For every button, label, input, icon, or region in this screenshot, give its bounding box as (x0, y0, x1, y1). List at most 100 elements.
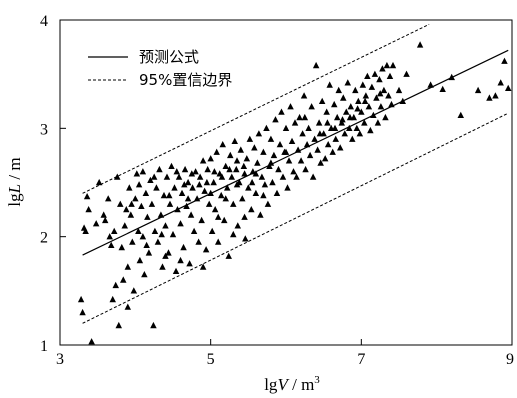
data-point (204, 165, 211, 173)
data-point (129, 238, 136, 245)
data-point (150, 173, 158, 180)
data-point (195, 238, 202, 245)
data-point (100, 211, 107, 218)
data-point (347, 103, 354, 110)
data-point (448, 73, 455, 81)
data-point (222, 195, 229, 202)
data-point (324, 141, 332, 148)
data-point (139, 168, 147, 175)
data-point (207, 155, 214, 162)
data-point (106, 233, 113, 240)
data-point (132, 195, 139, 202)
data-point (331, 124, 339, 131)
data-point (162, 222, 169, 229)
data-point (324, 119, 331, 126)
data-point (380, 86, 388, 94)
x-tick-label: 7 (357, 351, 365, 368)
data-point (245, 184, 252, 191)
data-point (201, 187, 208, 194)
data-point (358, 108, 365, 115)
y-tick-label: 4 (40, 13, 48, 30)
data-point (386, 72, 394, 79)
data-point (364, 72, 371, 79)
data-point (337, 144, 344, 151)
data-point (308, 103, 315, 110)
data-point (109, 295, 116, 303)
data-point (102, 216, 109, 224)
data-point (138, 202, 145, 209)
data-point (181, 165, 189, 173)
data-point (260, 148, 267, 155)
data-point (264, 200, 272, 207)
data-point (207, 189, 214, 196)
data-point (233, 165, 240, 173)
data-point (234, 222, 241, 229)
data-point (95, 178, 103, 186)
data-point (486, 94, 493, 101)
data-point (172, 267, 180, 274)
data-point (300, 92, 308, 99)
data-point (227, 151, 234, 159)
data-point (228, 173, 235, 180)
y-tick-label: 2 (40, 230, 48, 247)
data-point (269, 178, 276, 186)
data-point (370, 111, 377, 118)
data-point (246, 135, 254, 142)
data-point (367, 126, 374, 134)
data-point (457, 111, 464, 118)
data-point (331, 100, 338, 108)
data-point (249, 168, 257, 175)
data-point (329, 148, 336, 155)
data-point (287, 103, 294, 110)
data-point (321, 155, 329, 162)
data-point (135, 227, 142, 234)
data-point (376, 90, 384, 97)
data-point (248, 206, 255, 213)
data-point (187, 211, 195, 218)
data-point (83, 193, 91, 200)
x-tick-label: 5 (207, 351, 215, 368)
data-point (267, 135, 275, 142)
data-point (368, 83, 376, 90)
data-point (403, 70, 410, 77)
data-point (203, 178, 211, 186)
data-point (382, 113, 389, 121)
data-point (171, 184, 178, 191)
data-point (208, 227, 216, 234)
data-point (123, 206, 130, 213)
data-point (241, 170, 248, 177)
data-point (299, 130, 306, 137)
data-point (474, 86, 482, 94)
data-point (166, 200, 174, 207)
data-point (193, 195, 201, 202)
data-point (260, 191, 267, 199)
data-point (341, 130, 348, 137)
data-point (85, 206, 92, 213)
data-point (276, 141, 284, 148)
data-points (77, 41, 512, 345)
data-point (505, 84, 512, 91)
data-point (147, 176, 154, 183)
data-point (294, 146, 302, 153)
data-point (226, 165, 233, 173)
data-point (309, 173, 317, 180)
x-tick-label: 3 (56, 351, 64, 368)
data-point (257, 211, 264, 218)
data-point (258, 173, 266, 180)
data-point (189, 184, 196, 191)
data-point (105, 195, 112, 202)
data-point (346, 124, 353, 131)
data-point (362, 92, 370, 99)
data-point (108, 241, 115, 248)
data-point (301, 113, 309, 121)
data-point (388, 100, 395, 108)
data-point (174, 206, 181, 213)
fit-lines (82, 23, 509, 324)
data-point (296, 113, 303, 121)
data-point (153, 184, 160, 191)
data-point (218, 191, 225, 199)
data-point (297, 157, 305, 164)
y-tick-label: 3 (40, 121, 48, 138)
data-point (332, 135, 339, 142)
data-point (439, 85, 446, 92)
